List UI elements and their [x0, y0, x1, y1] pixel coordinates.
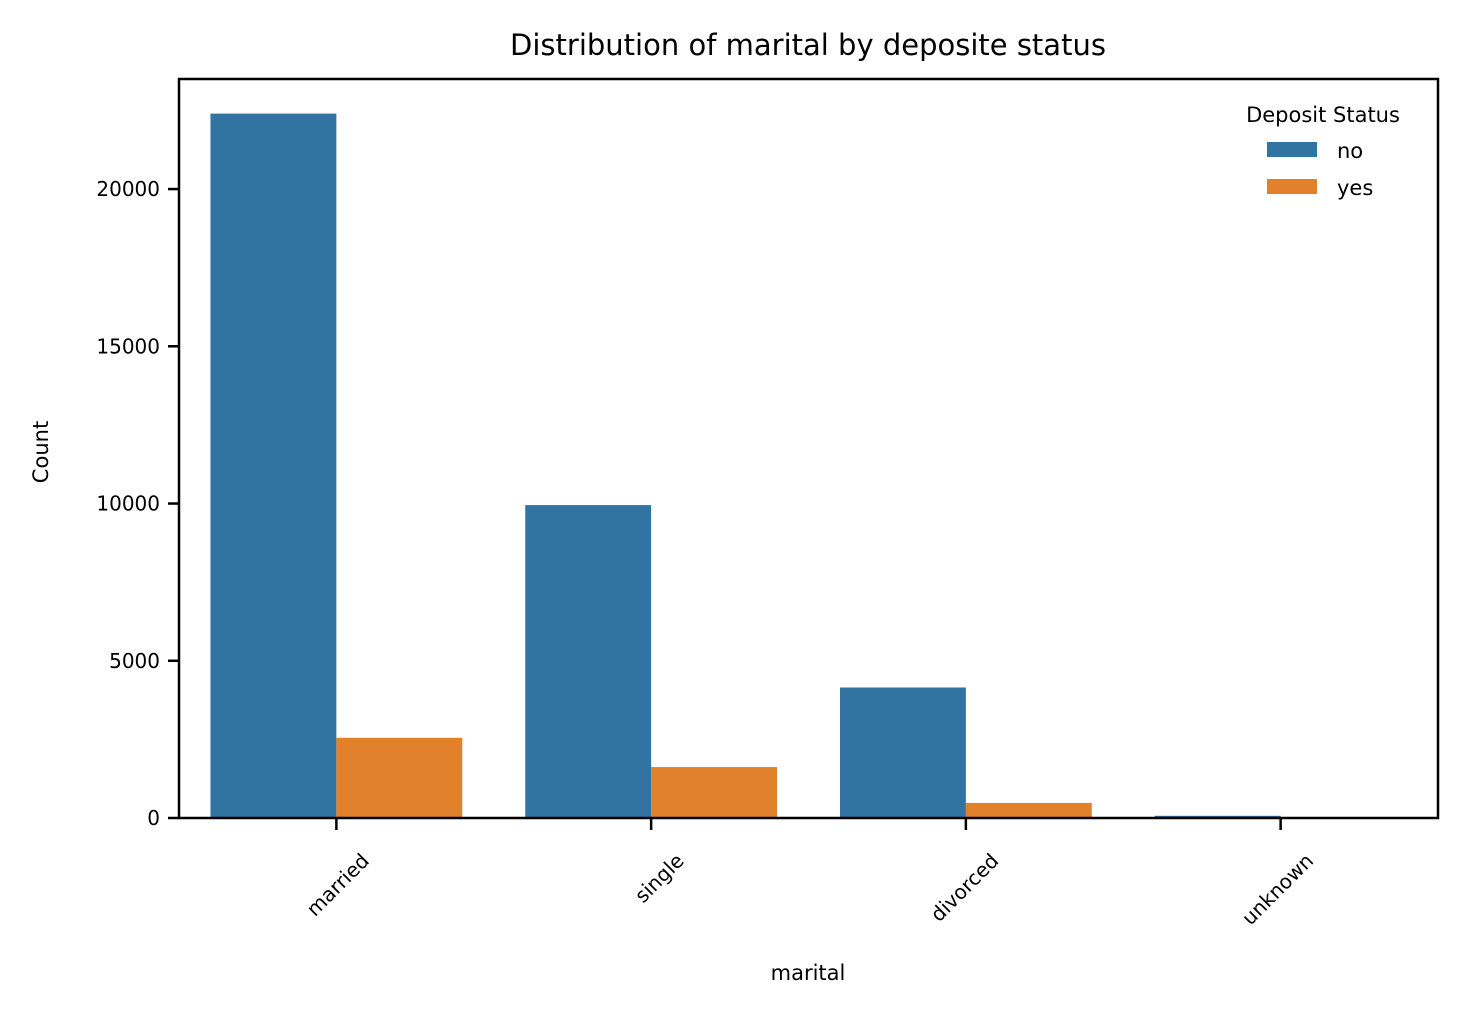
legend-label-yes: yes — [1337, 176, 1373, 200]
y-axis-label: Count — [29, 421, 53, 483]
bar-single-no — [525, 505, 652, 818]
bar-divorced-yes — [965, 802, 1092, 818]
legend: Deposit Status no yes — [1246, 103, 1400, 200]
y-tick-label: 15000 — [96, 334, 160, 358]
bar-divorced-no — [839, 687, 966, 818]
x-tick-label: unknown — [1237, 849, 1318, 930]
legend-swatch-yes — [1267, 179, 1317, 194]
y-tick-label: 10000 — [96, 492, 160, 516]
plot-frame — [177, 77, 1440, 820]
y-axis: 0 5000 10000 15000 20000 — [96, 177, 179, 830]
y-tick-label: 0 — [147, 806, 160, 830]
bar-married-yes — [336, 737, 463, 818]
x-tick-label: single — [630, 849, 689, 908]
y-tick-label: 20000 — [96, 177, 160, 201]
x-tick-label: married — [302, 849, 374, 921]
x-axis-label: marital — [771, 961, 846, 985]
x-axis: married single divorced unknown — [302, 818, 1318, 930]
x-tick-label: divorced — [926, 849, 1004, 927]
bar-single-yes — [651, 767, 778, 818]
legend-label-no: no — [1337, 139, 1363, 163]
y-tick-label: 5000 — [109, 649, 160, 673]
legend-title: Deposit Status — [1246, 103, 1400, 127]
bars-layer — [210, 113, 1407, 819]
bar-married-no — [210, 113, 337, 819]
legend-swatch-no — [1267, 142, 1317, 157]
chart-title: Distribution of marital by deposite stat… — [510, 28, 1106, 62]
